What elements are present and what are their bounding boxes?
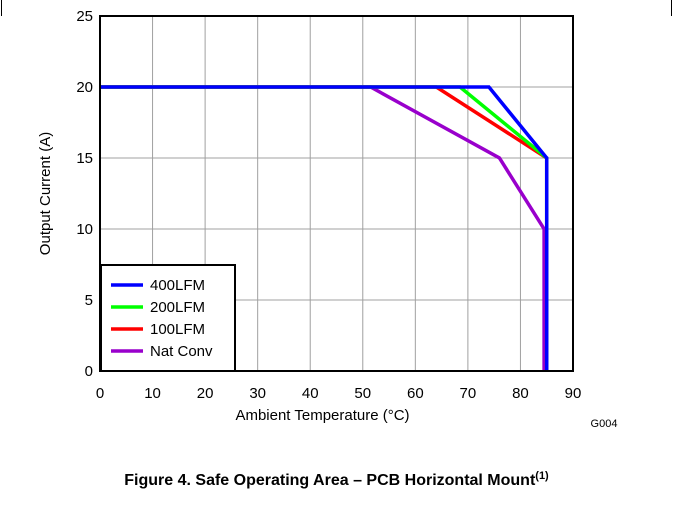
caption-text: Figure 4. Safe Operating Area – PCB Hori…: [124, 472, 536, 489]
y-tick-labels: 0 5 10 15 20 25: [76, 8, 93, 380]
y-tick-label: 5: [85, 292, 93, 309]
legend: 400LFM 200LFM 100LFM Nat Conv: [100, 264, 236, 372]
figure-caption: Figure 4. Safe Operating Area – PCB Hori…: [0, 470, 673, 490]
x-tick-label: 90: [565, 385, 582, 402]
x-tick-label: 70: [460, 385, 477, 402]
y-tick-label: 25: [76, 8, 93, 25]
x-tick-label: 20: [197, 385, 214, 402]
y-tick-label: 20: [76, 79, 93, 96]
series-line-400lfm: [100, 85, 549, 371]
figure-id: G004: [591, 418, 618, 430]
y-axis-label: Output Current (A): [37, 132, 54, 255]
series-lines: [100, 85, 549, 371]
frame-border-left: [1, 0, 2, 16]
x-tick-labels: 0 10 20 30 40 50 60 70 80 90: [96, 385, 582, 402]
y-tick-label: 15: [76, 150, 93, 167]
x-tick-label: 0: [96, 385, 104, 402]
plot-border: [99, 15, 574, 372]
caption-footnote-ref: (1): [535, 470, 549, 482]
x-tick-label: 10: [144, 385, 161, 402]
legend-label: 100LFM: [150, 321, 205, 338]
safe-operating-area-chart: 0 10 20 30 40 50 60 70 80 90 0 5 10 15 20 25 Ambient T…: [37, 8, 618, 430]
legend-label: 200LFM: [150, 299, 205, 316]
x-tick-label: 80: [512, 385, 529, 402]
x-tick-label: 30: [249, 385, 266, 402]
x-tick-label: 60: [407, 385, 424, 402]
x-tick-label: 50: [354, 385, 371, 402]
y-tick-label: 0: [85, 363, 93, 380]
legend-label: Nat Conv: [150, 343, 213, 360]
y-tick-label: 10: [76, 221, 93, 238]
frame-border-right: [671, 0, 672, 16]
x-axis-label: Ambient Temperature (°C): [235, 407, 409, 424]
legend-label: 400LFM: [150, 277, 205, 294]
legend-box: [100, 264, 236, 372]
x-tick-label: 40: [302, 385, 319, 402]
